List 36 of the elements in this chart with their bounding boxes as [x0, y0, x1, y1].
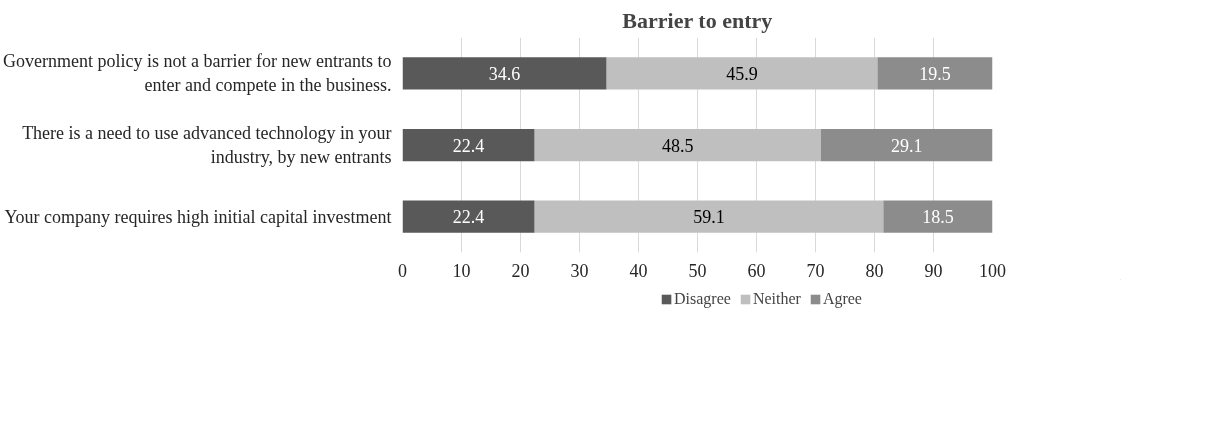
- data-label: 59.1: [693, 207, 725, 228]
- x-tick-label: 70: [806, 260, 825, 281]
- legend-label: Neither: [752, 290, 801, 308]
- bar: [402, 128, 535, 162]
- x-tick-label: 30: [570, 260, 589, 281]
- data-label: 29.1: [890, 135, 923, 156]
- x-tick-label: 20: [511, 260, 530, 281]
- x-tick-label: 50: [688, 260, 707, 281]
- bar: [402, 200, 535, 233]
- x-tick-label: 40: [629, 260, 648, 281]
- data-label: 19.5: [919, 63, 951, 84]
- y-tick-label: There is a need to use advanced technology in your industry, by new entrants: [22, 123, 392, 167]
- data-label: 48.5: [661, 135, 694, 156]
- bar: [883, 200, 993, 233]
- x-tick-label: 100: [979, 260, 1006, 281]
- data-label: 34.6: [488, 63, 521, 84]
- data-label: 18.5: [922, 207, 954, 228]
- x-tick-label: 60: [747, 260, 766, 281]
- bar: [820, 128, 993, 162]
- data-label: 22.4: [452, 135, 485, 156]
- bar: [877, 57, 993, 90]
- y-tick-label: Government policy is not a barrier for new entrants to enter and compete in the business.: [3, 51, 392, 96]
- legend-label: Agree: [822, 290, 862, 308]
- x-tick-label: 0: [398, 260, 407, 281]
- data-label: 45.9: [726, 63, 758, 84]
- bar: [534, 128, 821, 162]
- bar: [606, 57, 878, 90]
- x-tick-label: 80: [865, 260, 884, 281]
- y-tick-label: Your company requires high initial capital investment: [4, 206, 392, 227]
- x-tick-label: 10: [452, 260, 471, 281]
- bar: [534, 200, 884, 233]
- chart-title: Barrier to entry: [622, 7, 773, 33]
- data-label: 22.4: [452, 207, 485, 228]
- legend-label: Disagree: [674, 290, 731, 308]
- x-tick-label: 90: [924, 260, 943, 281]
- bar: [402, 57, 607, 90]
